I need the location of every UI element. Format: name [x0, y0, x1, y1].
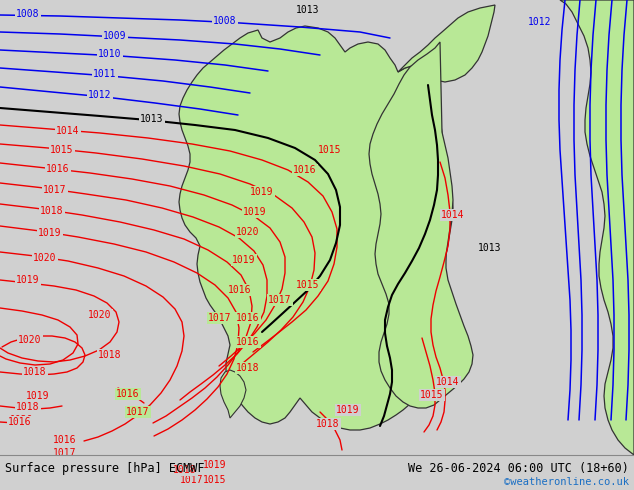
Text: 1009: 1009	[103, 31, 127, 41]
Polygon shape	[220, 370, 246, 418]
Text: 1017: 1017	[43, 185, 67, 195]
Text: 1016: 1016	[116, 389, 139, 399]
Text: 1017: 1017	[126, 407, 150, 417]
Polygon shape	[560, 0, 634, 455]
Text: 1017: 1017	[180, 475, 204, 485]
Text: 1018: 1018	[40, 206, 64, 216]
Text: 1011: 1011	[93, 69, 117, 79]
Text: 1018: 1018	[98, 350, 122, 360]
Text: 1014: 1014	[441, 210, 465, 220]
Text: 1020: 1020	[18, 335, 42, 345]
Text: 1012: 1012	[88, 90, 112, 100]
Text: 1019: 1019	[250, 187, 274, 197]
Text: 1015: 1015	[420, 390, 444, 400]
Text: 1016: 1016	[228, 285, 252, 295]
Text: 1019: 1019	[232, 255, 256, 265]
Text: 1016: 1016	[236, 313, 260, 323]
Text: 1014: 1014	[436, 377, 460, 387]
Text: 1018: 1018	[173, 465, 197, 475]
Polygon shape	[179, 26, 453, 430]
Text: 1018: 1018	[23, 367, 47, 377]
Text: 1014: 1014	[56, 126, 80, 136]
Text: 1019: 1019	[38, 228, 61, 238]
Text: 1013: 1013	[478, 243, 501, 253]
Text: We 26-06-2024 06:00 UTC (18+60): We 26-06-2024 06:00 UTC (18+60)	[408, 462, 629, 474]
Text: 1010: 1010	[98, 49, 122, 59]
Text: 1012: 1012	[528, 17, 552, 27]
Text: 1008: 1008	[213, 16, 236, 26]
Text: 1019: 1019	[204, 460, 227, 470]
Text: 1008: 1008	[16, 9, 40, 19]
Text: 1020: 1020	[88, 310, 112, 320]
Text: 1015: 1015	[204, 475, 227, 485]
Text: 1016: 1016	[8, 417, 32, 427]
Text: 1020: 1020	[236, 227, 260, 237]
Text: 1019: 1019	[243, 207, 267, 217]
Text: 1019: 1019	[16, 275, 40, 285]
Text: 1020: 1020	[33, 253, 57, 263]
Text: 1017: 1017	[208, 313, 232, 323]
Text: 1018: 1018	[16, 402, 40, 412]
Text: 1019: 1019	[26, 391, 49, 401]
Text: 1015: 1015	[296, 280, 320, 290]
Text: Surface pressure [hPa] ECMWF: Surface pressure [hPa] ECMWF	[5, 462, 205, 474]
Text: 1016: 1016	[46, 164, 70, 174]
Text: 1016: 1016	[294, 165, 317, 175]
Text: 1015: 1015	[318, 145, 342, 155]
Text: 1013: 1013	[296, 5, 320, 15]
Polygon shape	[369, 42, 473, 408]
Text: 1013: 1013	[140, 114, 164, 124]
Text: 1018: 1018	[236, 363, 260, 373]
Text: ©weatheronline.co.uk: ©weatheronline.co.uk	[504, 477, 629, 487]
Text: 1017: 1017	[268, 295, 292, 305]
Text: 1019: 1019	[336, 405, 359, 415]
Text: 1018: 1018	[316, 419, 340, 429]
Text: 1020: 1020	[10, 415, 34, 425]
Text: 1015: 1015	[50, 145, 74, 155]
Polygon shape	[398, 5, 495, 82]
Text: 1017: 1017	[53, 448, 77, 458]
Text: 1016: 1016	[236, 337, 260, 347]
Text: 1016: 1016	[53, 435, 77, 445]
